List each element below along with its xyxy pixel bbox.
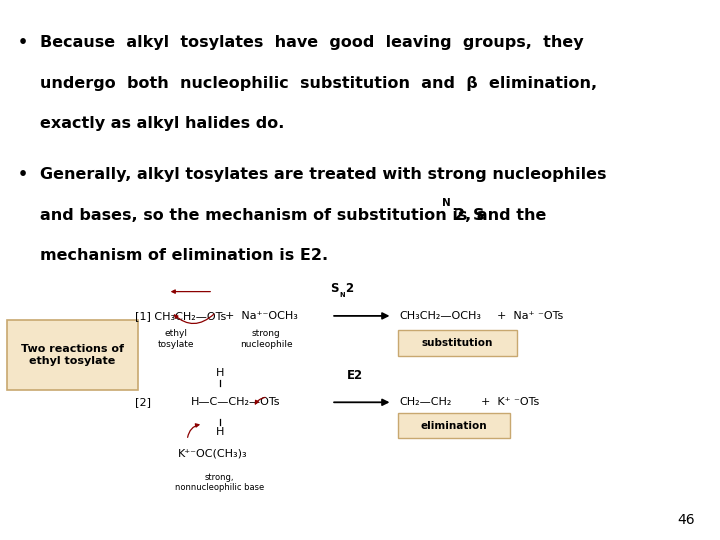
Text: Generally, alkyl tosylates are treated with strong nucleophiles: Generally, alkyl tosylates are treated w… bbox=[40, 167, 606, 183]
Text: elimination: elimination bbox=[420, 421, 487, 430]
Text: exactly as alkyl halides do.: exactly as alkyl halides do. bbox=[40, 116, 284, 131]
Text: E2: E2 bbox=[347, 369, 363, 382]
Text: ethyl
tosylate: ethyl tosylate bbox=[158, 329, 194, 349]
Text: 2, and the: 2, and the bbox=[454, 208, 546, 223]
Text: Because  alkyl  tosylates  have  good  leaving  groups,  they: Because alkyl tosylates have good leavin… bbox=[40, 35, 583, 50]
Text: 46: 46 bbox=[678, 512, 695, 526]
FancyBboxPatch shape bbox=[7, 320, 138, 390]
Text: CH₂—CH₂: CH₂—CH₂ bbox=[400, 397, 452, 407]
Text: H—C—CH₂—OTs: H—C—CH₂—OTs bbox=[191, 397, 280, 407]
Text: CH₃CH₂—OCH₃: CH₃CH₂—OCH₃ bbox=[400, 311, 482, 321]
Text: 2: 2 bbox=[346, 282, 354, 295]
Text: Two reactions of
ethyl tosylate: Two reactions of ethyl tosylate bbox=[21, 345, 124, 366]
FancyBboxPatch shape bbox=[398, 413, 510, 438]
Text: •: • bbox=[18, 167, 28, 183]
Text: [1] CH₃CH₂—OTs: [1] CH₃CH₂—OTs bbox=[135, 311, 227, 321]
Text: +  Na⁺⁻OCH₃: + Na⁺⁻OCH₃ bbox=[225, 311, 298, 321]
Text: and bases, so the mechanism of substitution is S: and bases, so the mechanism of substitut… bbox=[40, 208, 484, 223]
Text: strong
nucleophile: strong nucleophile bbox=[240, 329, 293, 349]
Text: N: N bbox=[442, 198, 451, 208]
Text: undergo  both  nucleophilic  substitution  and  β  elimination,: undergo both nucleophilic substitution a… bbox=[40, 76, 597, 91]
Text: S: S bbox=[330, 282, 338, 295]
Text: K⁺⁻OC(CH₃)₃: K⁺⁻OC(CH₃)₃ bbox=[178, 448, 248, 458]
FancyBboxPatch shape bbox=[398, 330, 517, 356]
Text: H: H bbox=[215, 427, 224, 437]
Text: mechanism of elimination is E2.: mechanism of elimination is E2. bbox=[40, 248, 328, 264]
Text: [2]: [2] bbox=[135, 397, 151, 407]
Text: +  K⁺ ⁻OTs: + K⁺ ⁻OTs bbox=[481, 397, 539, 407]
Text: N: N bbox=[340, 292, 346, 298]
Text: strong,
nonnucleophilic base: strong, nonnucleophilic base bbox=[175, 472, 264, 492]
Text: substitution: substitution bbox=[422, 339, 493, 348]
Text: H: H bbox=[215, 368, 224, 377]
Text: +  Na⁺ ⁻OTs: + Na⁺ ⁻OTs bbox=[497, 311, 563, 321]
Text: •: • bbox=[18, 35, 28, 50]
